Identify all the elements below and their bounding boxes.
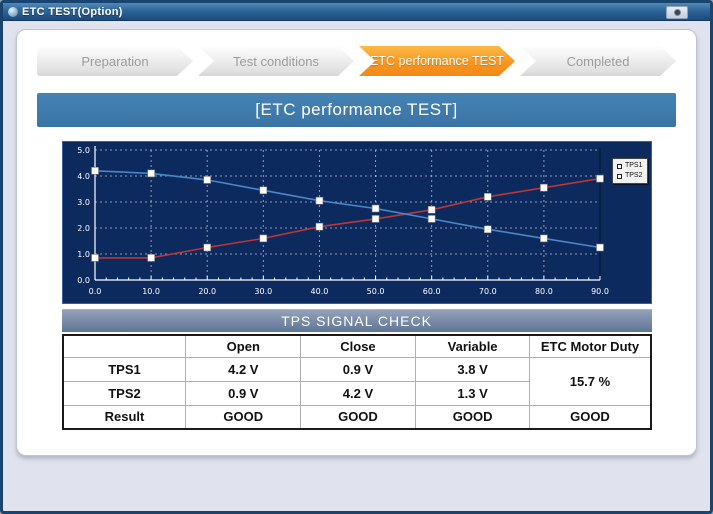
table-header-row: Open Close Variable ETC Motor Duty	[61, 334, 651, 358]
svg-text:50.0: 50.0	[366, 287, 384, 296]
tps1-marker-icon	[616, 163, 622, 169]
legend-label-tps1: TPS1	[624, 162, 643, 169]
col-etc-motor-duty: ETC Motor Duty	[529, 334, 651, 358]
tps2-row-label: TPS2	[61, 380, 187, 406]
svg-text:10.0: 10.0	[142, 287, 160, 296]
svg-text:40.0: 40.0	[310, 287, 328, 296]
tps2-close-value: 4.2 V	[300, 380, 416, 406]
window-title: ETC TEST(Option)	[22, 5, 123, 18]
section-title: [ETC performance TEST]	[255, 100, 458, 119]
col-close: Close	[300, 334, 416, 358]
col-variable: Variable	[414, 334, 531, 358]
legend-item-tps2: TPS2	[616, 171, 643, 181]
svg-text:60.0: 60.0	[422, 287, 440, 296]
signal-check-header: TPS SIGNAL CHECK	[61, 309, 652, 332]
result-motor-duty: GOOD	[529, 404, 651, 430]
result-row-label: Result	[61, 404, 187, 430]
table-row-tps2: TPS2 0.9 V 4.2 V 1.3 V	[61, 380, 651, 406]
svg-text:0.0: 0.0	[77, 276, 90, 285]
tps1-row-label: TPS1	[61, 356, 187, 382]
col-blank	[61, 334, 187, 358]
screen-capture-button[interactable]	[666, 6, 688, 19]
col-open: Open	[185, 334, 302, 358]
svg-text:0.0: 0.0	[88, 287, 101, 296]
legend-label-tps2: TPS2	[624, 172, 643, 179]
section-header: [ETC performance TEST]	[37, 93, 676, 127]
tps2-variable-value: 1.3 V	[414, 380, 531, 406]
step-completed[interactable]: Completed	[520, 46, 676, 76]
tps2-marker-icon	[616, 173, 622, 179]
svg-text:20.0: 20.0	[198, 287, 216, 296]
chart-plot-area: 0.0 1.0 2.0 3.0 4.0 5.0 0.0 10.0 20.0 30.0 40.0 50.…	[77, 146, 609, 296]
tps2-open-value: 0.9 V	[185, 380, 302, 406]
svg-text:90.0: 90.0	[591, 287, 609, 296]
camera-icon	[673, 9, 681, 16]
title-bar: ETC TEST(Option)	[3, 3, 710, 21]
tps-chart: 0.0 1.0 2.0 3.0 4.0 5.0 0.0 10.0 20.0 30.0 40.0 50.…	[61, 141, 652, 304]
app-icon	[8, 6, 18, 17]
legend-item-tps1: TPS1	[616, 161, 643, 171]
table-row-tps1: TPS1 4.2 V 0.9 V 3.8 V 15.7 %	[61, 356, 651, 406]
svg-text:5.0: 5.0	[77, 146, 90, 155]
svg-text:2.0: 2.0	[77, 224, 90, 233]
svg-text:30.0: 30.0	[254, 287, 272, 296]
motor-duty-value: 15.7 %	[529, 356, 651, 406]
svg-text:1.0: 1.0	[77, 250, 90, 259]
tps1-close-value: 0.9 V	[300, 356, 416, 382]
chart-legend: TPS1 TPS2	[611, 158, 648, 184]
signal-check-table: Open Close Variable ETC Motor Duty TPS1 …	[61, 334, 652, 430]
signal-check-title: TPS SIGNAL CHECK	[281, 313, 432, 329]
result-variable: GOOD	[414, 404, 531, 430]
svg-text:4.0: 4.0	[77, 172, 90, 181]
result-close: GOOD	[300, 404, 416, 430]
svg-text:80.0: 80.0	[534, 287, 552, 296]
svg-text:70.0: 70.0	[478, 287, 496, 296]
svg-text:3.0: 3.0	[77, 198, 90, 207]
content-panel: Preparation Test conditions ETC performa…	[16, 29, 697, 456]
step-test-conditions[interactable]: Test conditions	[198, 46, 354, 76]
tps1-variable-value: 3.8 V	[414, 356, 531, 382]
result-open: GOOD	[185, 404, 302, 430]
step-preparation[interactable]: Preparation	[37, 46, 193, 76]
table-row-result: Result GOOD GOOD GOOD GOOD	[61, 404, 651, 430]
step-etc-performance-test[interactable]: ETC performance TEST	[359, 46, 515, 76]
wizard-steps: Preparation Test conditions ETC performa…	[37, 46, 676, 76]
tps1-open-value: 4.2 V	[185, 356, 302, 382]
